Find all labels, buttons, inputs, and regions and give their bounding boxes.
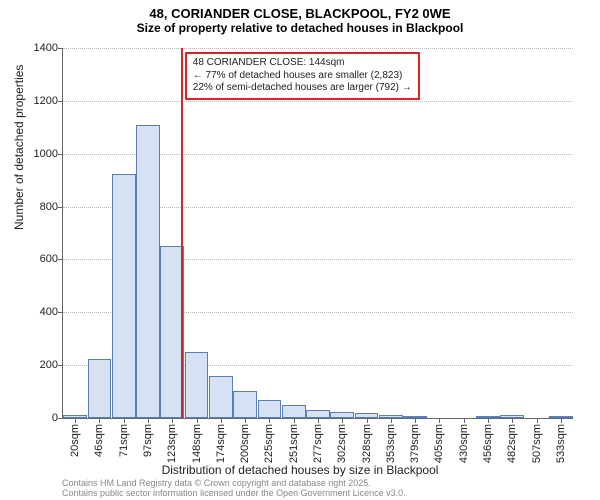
x-tick-label: 328sqm [361,424,373,463]
x-tick [415,418,416,423]
y-tick [58,418,63,419]
x-tick-label: 123sqm [166,424,178,463]
y-tick-label: 400 [18,306,58,318]
y-tick [58,207,63,208]
x-tick [464,418,465,423]
x-tick-label: 20sqm [69,424,81,457]
grid-line [63,48,573,49]
marker-line [181,48,183,418]
y-tick-label: 200 [18,359,58,371]
y-tick [58,48,63,49]
x-tick-label: 200sqm [239,424,251,463]
footer-line1: Contains HM Land Registry data © Crown c… [62,478,406,488]
x-tick [537,418,538,423]
histogram-bar [209,376,233,418]
x-tick [342,418,343,423]
histogram-bar [306,410,330,418]
x-tick [124,418,125,423]
x-tick [245,418,246,423]
histogram-bar [282,405,306,418]
chart-title: 48, CORIANDER CLOSE, BLACKPOOL, FY2 0WE [0,0,600,21]
x-tick-label: 277sqm [312,424,324,463]
x-tick [294,418,295,423]
histogram-bar [88,359,112,418]
x-tick-label: 456sqm [482,424,494,463]
x-tick-label: 302sqm [336,424,348,463]
plot-region: 020040060080010001200140020sqm46sqm71sqm… [62,48,573,419]
y-tick [58,154,63,155]
y-tick [58,101,63,102]
histogram-bar [185,352,209,418]
y-tick-label: 1200 [18,95,58,107]
histogram-bar [136,125,160,418]
x-tick [561,418,562,423]
x-tick [488,418,489,423]
y-tick-label: 0 [18,412,58,424]
x-tick [172,418,173,423]
annotation-line: 22% of semi-detached houses are larger (… [193,82,412,95]
x-tick [75,418,76,423]
x-tick-label: 507sqm [531,424,543,463]
x-tick [318,418,319,423]
x-tick-label: 251sqm [288,424,300,463]
x-tick-label: 225sqm [263,424,275,463]
footer-attribution: Contains HM Land Registry data © Crown c… [62,478,406,499]
x-tick [269,418,270,423]
chart-subtitle: Size of property relative to detached ho… [0,21,600,35]
x-tick-label: 482sqm [506,424,518,463]
x-axis-label: Distribution of detached houses by size … [0,463,600,477]
x-tick [148,418,149,423]
y-tick-label: 1000 [18,148,58,160]
y-tick-label: 800 [18,201,58,213]
x-tick [99,418,100,423]
y-tick [58,365,63,366]
footer-line2: Contains public sector information licen… [62,488,406,498]
y-tick-label: 600 [18,253,58,265]
histogram-bar [258,400,282,419]
histogram-bar [233,391,257,418]
x-tick-label: 71sqm [118,424,130,457]
histogram-bar [112,174,136,418]
x-tick-label: 174sqm [215,424,227,463]
x-tick-label: 379sqm [409,424,421,463]
chart-area: 020040060080010001200140020sqm46sqm71sqm… [62,48,572,418]
x-tick [512,418,513,423]
x-tick [391,418,392,423]
annotation-line: ← 77% of detached houses are smaller (2,… [193,70,412,83]
x-tick-label: 430sqm [458,424,470,463]
y-tick [58,312,63,313]
y-tick-label: 1400 [18,42,58,54]
x-tick [197,418,198,423]
x-tick-label: 533sqm [555,424,567,463]
x-tick [367,418,368,423]
x-tick-label: 97sqm [142,424,154,457]
y-tick [58,259,63,260]
x-tick-label: 353sqm [385,424,397,463]
x-tick-label: 405sqm [433,424,445,463]
x-tick-label: 148sqm [191,424,203,463]
annotation-line: 48 CORIANDER CLOSE: 144sqm [193,57,412,70]
grid-line [63,101,573,102]
x-tick-label: 46sqm [93,424,105,457]
x-tick [439,418,440,423]
annotation-box: 48 CORIANDER CLOSE: 144sqm← 77% of detac… [185,52,420,100]
x-tick [221,418,222,423]
